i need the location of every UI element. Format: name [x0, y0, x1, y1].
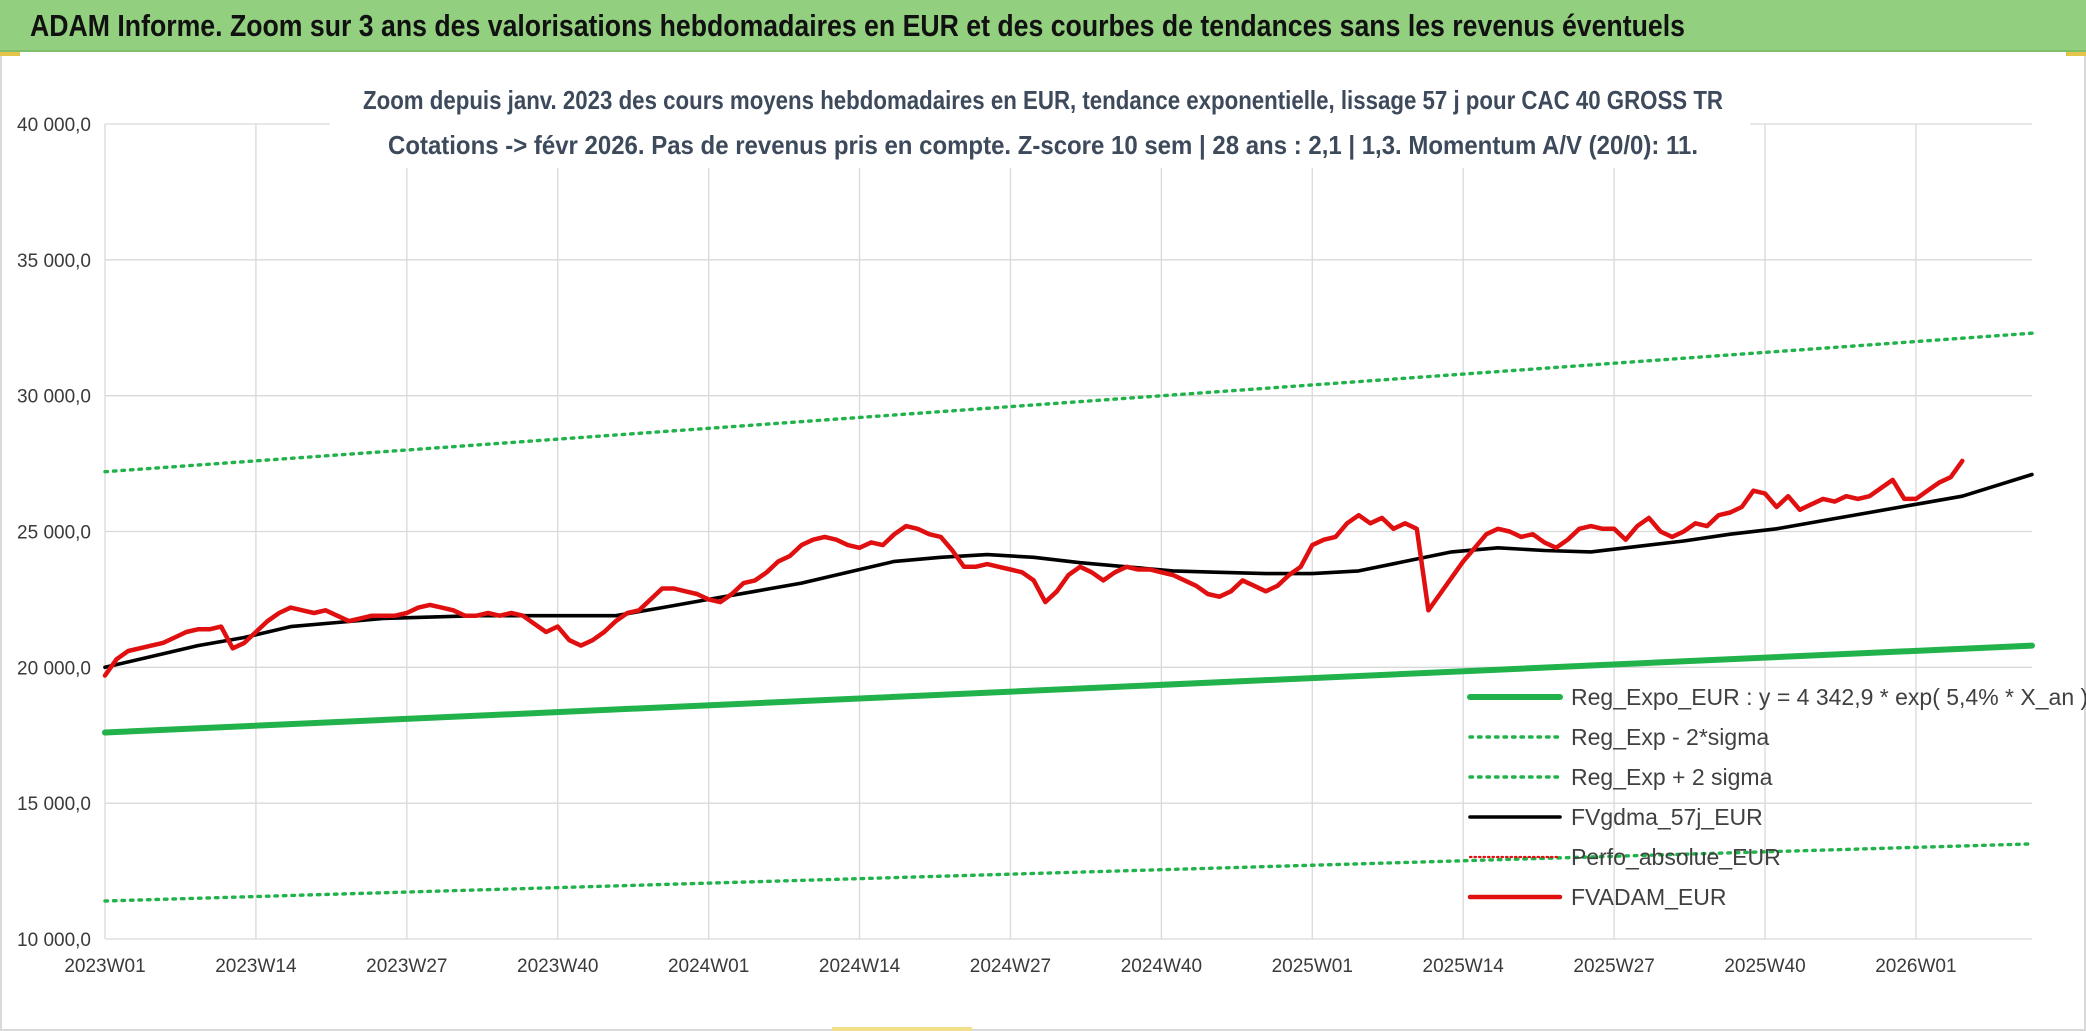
chart-title-box: Zoom depuis janv. 2023 des cours moyens … — [330, 80, 1750, 168]
grid — [104, 123, 2032, 940]
x-tick-label: 2023W01 — [64, 956, 145, 977]
x-tick-label: 2024W27 — [970, 956, 1051, 977]
corner-accent-left — [0, 52, 20, 56]
x-tick-label: 2025W27 — [1573, 956, 1654, 977]
x-tick-label: 2023W27 — [366, 956, 447, 977]
legend-label: FVADAM_EUR — [1571, 884, 1727, 910]
series-line-reg-exp-2 — [103, 331, 2034, 474]
corner-accent-right — [2066, 52, 2086, 56]
y-tick-label: 40 000,0 — [17, 115, 91, 136]
y-tick-label: 20 000,0 — [17, 658, 91, 679]
x-tick-label: 2023W40 — [517, 956, 598, 977]
series-line-reg-expo-eur-0 — [102, 642, 2035, 736]
x-tick-label: 2024W01 — [668, 956, 749, 977]
x-tick-label: 2025W14 — [1423, 956, 1505, 977]
bottom-accent — [832, 1027, 972, 1031]
y-axis-ticks: 10 000,0 15 000,0 20 000,0 25 000,0 30 000,0… — [17, 115, 91, 951]
legend-label: Reg_Exp + 2 sigma — [1571, 764, 1773, 790]
y-tick-label: 30 000,0 — [17, 387, 91, 408]
x-tick-label: 2025W40 — [1724, 956, 1805, 977]
legend: Reg_Expo_EUR : y = 4 342,9 * exp( 5,4% *… — [1467, 684, 2086, 910]
y-tick-label: 25 000,0 — [17, 523, 91, 544]
legend-label: FVgdma_57j_EUR — [1571, 804, 1763, 830]
x-tick-label: 2023W14 — [215, 956, 297, 977]
y-tick-label: 35 000,0 — [17, 251, 91, 272]
x-tick-label: 2024W40 — [1121, 956, 1202, 977]
series-line-reg-exp-1 — [103, 842, 2034, 903]
chart-title-line-2: Cotations -> févr 2026. Pas de revenus p… — [388, 130, 1698, 160]
series-layer — [102, 331, 2035, 903]
report-title: ADAM Informe. Zoom sur 3 ans des valoris… — [30, 8, 1685, 43]
chart-title-line-1: Zoom depuis janv. 2023 des cours moyens … — [363, 85, 1723, 115]
x-axis-ticks: 2023W01 2023W14 2023W27 2023W40 2024W01 2024W… — [64, 956, 1956, 977]
x-tick-label: 2026W01 — [1875, 956, 1956, 977]
series-line-fvgdma-57j-eur-3 — [103, 472, 2034, 670]
x-tick-label: 2025W01 — [1272, 956, 1353, 977]
series-line-fvadam-eur-5 — [102, 458, 1965, 678]
y-tick-label: 10 000,0 — [17, 930, 91, 951]
legend-label: Reg_Expo_EUR : y = 4 342,9 * exp( 5,4% *… — [1571, 684, 2086, 710]
chart-title-background — [330, 80, 1750, 168]
legend-label: Perfo_absolue_EUR — [1571, 844, 1781, 870]
legend-label: Reg_Exp - 2*sigma — [1571, 724, 1769, 750]
y-tick-label: 15 000,0 — [17, 794, 91, 815]
x-tick-label: 2024W14 — [819, 956, 901, 977]
report-banner: ADAM Informe. Zoom sur 3 ans des valoris… — [0, 0, 2086, 52]
